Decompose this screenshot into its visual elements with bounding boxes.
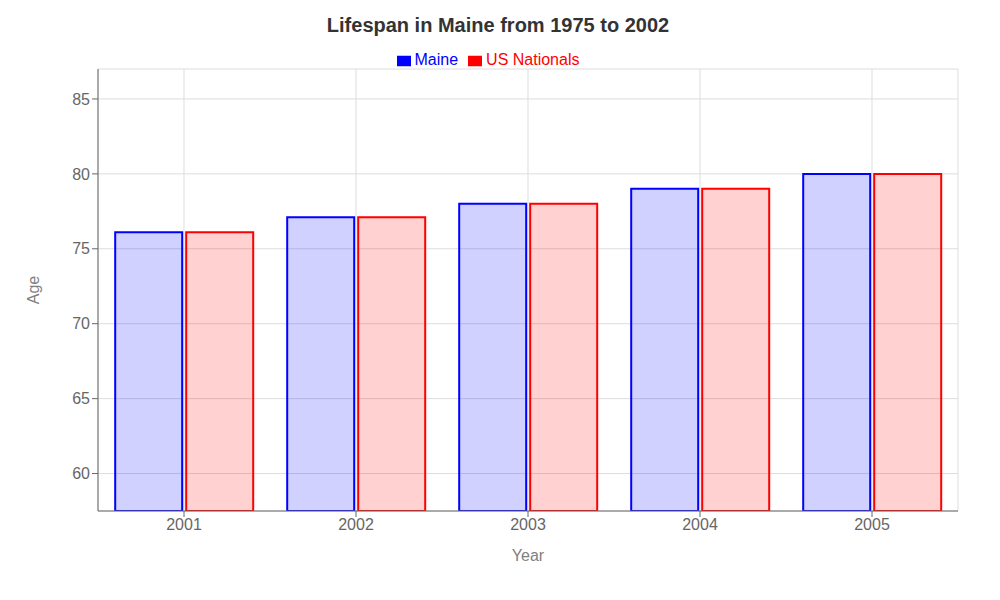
svg-text:75: 75 bbox=[72, 240, 90, 257]
svg-text:85: 85 bbox=[72, 91, 90, 108]
svg-text:2003: 2003 bbox=[510, 516, 546, 533]
html-text:Lifespan in Maine from 1975 to: Lifespan in Maine from 1975 to 2002 bbox=[326, 14, 670, 36]
svg-text:2001: 2001 bbox=[166, 516, 202, 533]
svg-text:2005: 2005 bbox=[854, 516, 890, 533]
svg-text:2002: 2002 bbox=[338, 516, 374, 533]
svg-text:65: 65 bbox=[72, 390, 90, 407]
html-text:US Nationals: US Nationals bbox=[486, 51, 580, 68]
svg-text:2004: 2004 bbox=[682, 516, 718, 533]
html-text:Maine: Maine bbox=[414, 51, 459, 68]
svg-text:80: 80 bbox=[72, 166, 90, 183]
svg-text:Year: Year bbox=[512, 547, 545, 564]
svg-text:70: 70 bbox=[72, 315, 90, 332]
svg-text:60: 60 bbox=[72, 465, 90, 482]
svg-text:Age: Age bbox=[25, 276, 42, 305]
